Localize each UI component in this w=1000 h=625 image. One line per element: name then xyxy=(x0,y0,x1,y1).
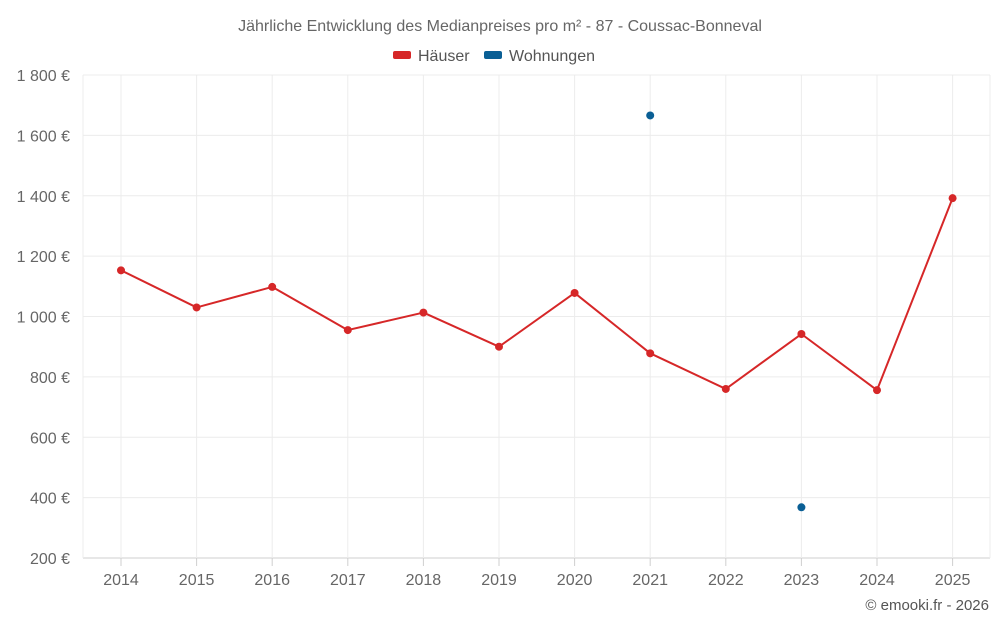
y-tick-label: 1 600 € xyxy=(17,128,70,145)
y-tick-label: 200 € xyxy=(30,551,70,568)
series-wohnungen xyxy=(646,111,806,512)
x-tick-label: 2021 xyxy=(632,572,668,589)
grid xyxy=(82,74,991,559)
legend: Häuser Wohnungen xyxy=(393,48,595,65)
data-point[interactable] xyxy=(721,384,730,393)
legend-item-wohnungen[interactable]: Wohnungen xyxy=(484,48,595,65)
x-tick-label: 2016 xyxy=(254,572,290,589)
data-point[interactable] xyxy=(797,503,806,512)
y-tick-label: 1 200 € xyxy=(17,249,70,266)
data-point[interactable] xyxy=(343,326,352,335)
y-tick-label: 400 € xyxy=(30,491,70,508)
x-tick-label: 2017 xyxy=(330,572,366,589)
series-haeuser xyxy=(117,194,957,395)
data-point[interactable] xyxy=(419,308,428,317)
data-point[interactable] xyxy=(495,342,503,351)
data-point[interactable] xyxy=(117,266,125,275)
x-tick-label: 2022 xyxy=(708,572,744,589)
legend-label-wohnungen: Wohnungen xyxy=(509,48,595,65)
legend-item-haeuser[interactable]: Häuser xyxy=(393,48,470,65)
legend-swatch-haeuser xyxy=(393,51,411,59)
x-tick-label: 2023 xyxy=(784,572,820,589)
plot-area xyxy=(117,111,957,512)
y-tick-label: 1 800 € xyxy=(17,68,70,85)
x-tick-label: 2020 xyxy=(557,572,593,589)
y-tick-label: 600 € xyxy=(30,430,70,447)
data-point[interactable] xyxy=(268,282,277,291)
legend-swatch-wohnungen xyxy=(484,51,502,59)
legend-label-haeuser: Häuser xyxy=(418,48,470,65)
data-point[interactable] xyxy=(570,288,579,297)
data-point[interactable] xyxy=(873,386,881,395)
x-tick-label: 2024 xyxy=(859,572,895,589)
y-axis: 200 € 400 € 600 € 800 € 1 000 € 1 200 € 1 400 … xyxy=(17,68,70,568)
x-tick-label: 2025 xyxy=(935,572,971,589)
x-axis: 2014 2015 2016 2017 2018 2019 2020 2021 2022 2023… xyxy=(103,558,970,589)
x-tick-label: 2019 xyxy=(481,572,517,589)
data-point[interactable] xyxy=(646,111,655,120)
data-point[interactable] xyxy=(948,194,957,203)
x-tick-label: 2018 xyxy=(406,572,442,589)
credit-text: © emooki.fr - 2026 xyxy=(865,597,989,614)
x-tick-label: 2015 xyxy=(179,572,215,589)
x-tick-label: 2014 xyxy=(103,572,139,589)
y-tick-label: 1 400 € xyxy=(17,189,70,206)
data-point[interactable] xyxy=(797,330,806,339)
y-tick-label: 1 000 € xyxy=(17,310,70,327)
y-tick-label: 800 € xyxy=(30,370,70,387)
data-point[interactable] xyxy=(646,349,655,358)
series-line xyxy=(120,197,954,392)
data-point[interactable] xyxy=(192,303,201,312)
chart-title: Jährliche Entwicklung des Medianpreises … xyxy=(238,18,762,35)
